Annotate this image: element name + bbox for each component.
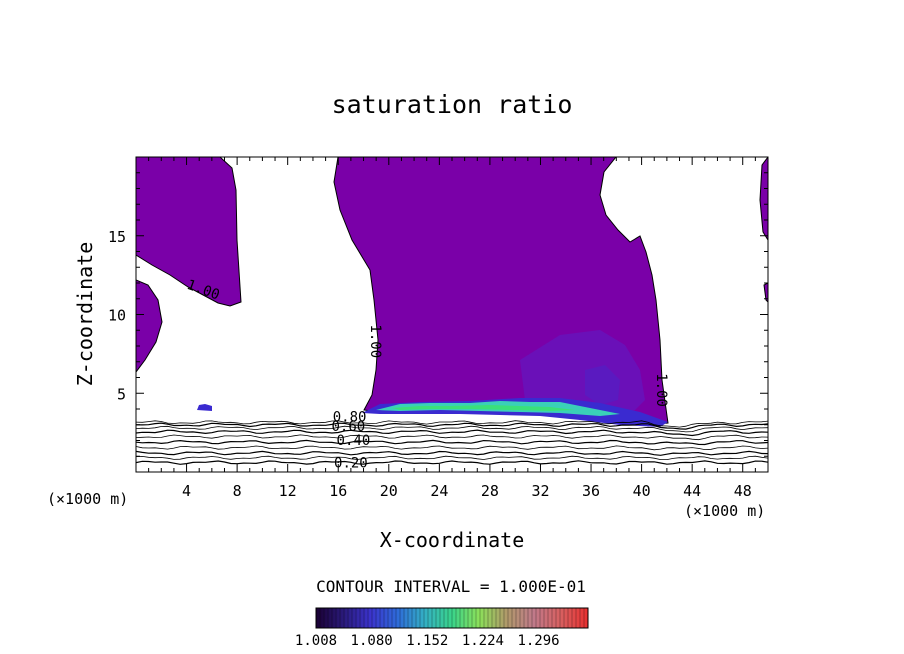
contour-line [136, 434, 768, 441]
colorbar-tick-label: 1.008 [295, 633, 337, 649]
y-axis-label: Z-coordinate [73, 242, 97, 387]
high-ratio-core-inner [585, 365, 620, 405]
colorbar-tick-label: 1.152 [406, 633, 448, 649]
x-tick-label: 16 [329, 482, 347, 500]
colorbar-tick-label: 1.080 [351, 633, 393, 649]
x-tick-label: 24 [430, 482, 448, 500]
contour-line [136, 460, 768, 465]
x-tick-label: 8 [233, 482, 242, 500]
y-tick-label: 10 [108, 307, 126, 325]
contour-label: 0.60 [331, 419, 365, 435]
contour-lines [136, 420, 768, 465]
contour-label: 0.80 [333, 410, 367, 426]
contour-line [136, 439, 768, 446]
x-axis-label: X-coordinate [380, 528, 525, 552]
saturated-region-right-edge [759, 157, 768, 241]
x-tick-label: 28 [481, 482, 499, 500]
contour-label: 1.00 [653, 373, 669, 407]
contour-interval-note: CONTOUR INTERVAL = 1.000E-01 [316, 577, 586, 596]
cloud-base-green-band [392, 405, 575, 411]
x-tick-label: 12 [279, 482, 297, 500]
plot-area: 1.001.001.000.800.600.400.20 [136, 157, 768, 471]
x-axis-ticks: 4 8 12 16 20 24 28 32 36 40 44 48 [148, 157, 756, 500]
contour-line [136, 445, 768, 451]
saturated-region-right-low [763, 282, 768, 303]
contour-line [136, 450, 768, 456]
small-saturated-blob [197, 404, 212, 411]
x-tick-label: 40 [633, 482, 651, 500]
colorbar-tick-label: 1.224 [462, 633, 504, 649]
x-tick-label: 44 [683, 482, 701, 500]
contour-label: 0.40 [337, 433, 371, 449]
x-tick-label: 36 [582, 482, 600, 500]
y-tick-label: 15 [108, 228, 126, 246]
y-tick-label: 5 [117, 385, 126, 403]
x-tick-label: 4 [182, 482, 191, 500]
colorbar-labels: 1.008 1.080 1.152 1.224 1.296 [295, 633, 560, 649]
contour-labels: 1.001.001.000.800.600.400.20 [185, 277, 669, 471]
saturated-region-left-mid [136, 279, 163, 373]
x-unit-right: (×1000 m) [684, 502, 765, 520]
x-tick-label: 48 [734, 482, 752, 500]
contour-line [136, 455, 768, 460]
colorbar-stripes [319, 608, 585, 628]
contour-line [136, 422, 768, 430]
contour-line [136, 420, 768, 428]
saturated-region-left-top [136, 157, 242, 307]
y-axis-ticks: 5 10 15 [108, 172, 768, 457]
chart-title: saturation ratio [332, 90, 573, 119]
contour-label: 1.00 [367, 324, 383, 358]
contour-label: 0.20 [334, 455, 368, 471]
colorbar-tick-label: 1.296 [517, 633, 559, 649]
contour-line [136, 429, 768, 437]
x-unit-left: (×1000 m) [47, 490, 128, 508]
x-tick-label: 20 [380, 482, 398, 500]
x-tick-label: 32 [531, 482, 549, 500]
contour-line [136, 425, 768, 433]
